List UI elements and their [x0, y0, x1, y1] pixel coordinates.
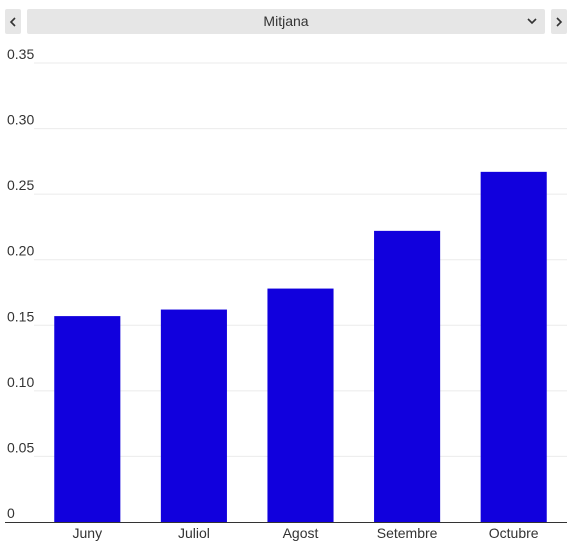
y-tick-label: 0.35	[7, 46, 34, 62]
bar-juny[interactable]	[54, 316, 121, 522]
y-tick-label: 0.15	[7, 308, 34, 324]
x-tick-label: Setembre	[377, 525, 438, 541]
x-axis-labels: Juny Juliol Agost Setembre Octubre	[73, 525, 539, 541]
y-tick-label: 0.05	[7, 439, 34, 455]
chevron-left-icon	[9, 16, 16, 27]
metric-select-value: Mitjana	[263, 13, 309, 29]
next-button[interactable]	[551, 9, 567, 34]
chevron-down-icon	[527, 18, 537, 25]
chart-toolbar: Mitjana	[0, 9, 571, 36]
x-tick-label: Agost	[283, 525, 319, 541]
y-tick-label: 0.25	[7, 177, 34, 193]
bar-agost[interactable]	[267, 288, 334, 522]
y-tick-label: 0.30	[7, 112, 34, 128]
bar-setembre[interactable]	[374, 230, 441, 522]
bar-juliol[interactable]	[160, 309, 227, 522]
y-tick-label: 0.10	[7, 374, 34, 390]
x-tick-label: Juliol	[178, 525, 210, 541]
y-tick-label: 0.20	[7, 243, 34, 259]
bars	[54, 171, 547, 522]
y-tick-label: 0	[7, 505, 15, 521]
x-tick-label: Juny	[73, 525, 103, 541]
chevron-right-icon	[556, 16, 563, 27]
metric-select[interactable]: Mitjana	[27, 9, 545, 34]
bar-octubre[interactable]	[480, 171, 547, 522]
y-axis-ticks: 0 0.05 0.10 0.15 0.20 0.25 0.30 0.35	[7, 46, 34, 521]
x-tick-label: Octubre	[489, 525, 539, 541]
previous-button[interactable]	[5, 9, 21, 34]
